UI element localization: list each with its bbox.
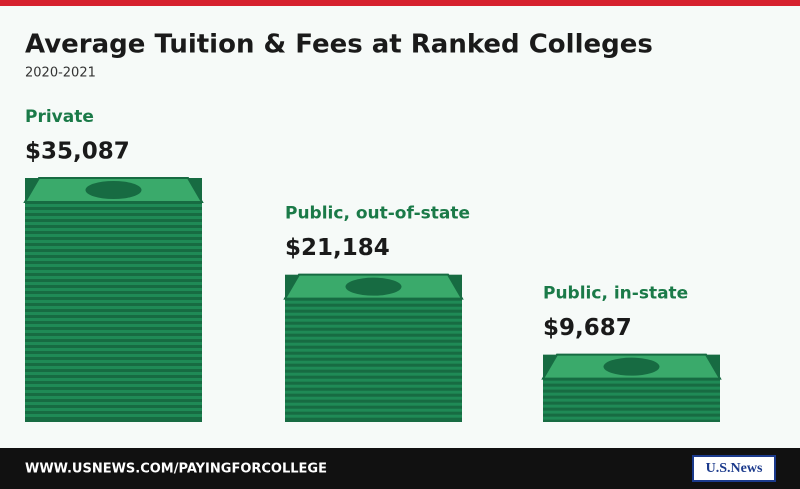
chart-subtitle: 2020-2021 [25,66,96,81]
chart-title: Average Tuition & Fees at Ranked College… [25,30,653,60]
stack-stripe [25,402,202,405]
stack-stripe [25,324,202,327]
stack-stripe [285,348,462,352]
stack-stripe [25,348,202,351]
bill-seal [603,357,660,376]
stack-stripe [285,360,462,364]
stack-stripe [25,372,202,375]
stack-stripe [25,282,202,285]
stack-stripe [543,416,720,420]
stack-stripe [285,312,462,316]
stack-stripe [543,398,720,402]
stack-stripe [25,240,202,243]
stack-stripe [285,378,462,382]
stack-stripe [543,386,720,390]
logo-box [692,455,776,482]
stack-stripe [25,216,202,219]
stack-stripe [543,404,720,408]
stack-stripe [25,396,202,399]
stack-stripe [25,258,202,261]
stack-stripe [25,204,202,207]
stack-stripe [25,276,202,279]
value-label: $9,687 [543,315,632,341]
stack-stripe [543,410,720,414]
category-label: Public, out-of-state [285,204,470,224]
category-label: Private [25,107,94,127]
stack-stripe [25,294,202,297]
stack-stripe [285,366,462,370]
stack-stripe [543,380,720,384]
stack-stripe [285,372,462,376]
stack-stripe [285,396,462,400]
stack-stripe [25,384,202,387]
stack-stripe [25,330,202,333]
stack-stripe [285,336,462,340]
bill-seal [345,277,402,296]
stack-stripe [25,366,202,369]
stack-stripe [25,288,202,291]
stack-stripe [25,390,202,393]
stack-stripe [25,246,202,249]
stack-stripe [25,378,202,381]
category-label: Public, in-state [543,284,688,304]
stack-stripe [25,408,202,411]
stack-stripe [285,318,462,322]
stack-stripe [25,414,202,417]
stack-stripe [285,330,462,334]
value-label: $35,087 [25,139,130,165]
stack-stripe [25,318,202,321]
stack-stripe [25,264,202,267]
footer-url: WWW.USNEWS.COM/PAYINGFORCOLLEGE [25,462,327,477]
logo: U.S.News [706,461,763,476]
stack-stripe [25,336,202,339]
stack-stripe [25,222,202,225]
stack-stripe [285,414,462,418]
stack-stripe [285,306,462,310]
stack-stripe [25,300,202,303]
stack-stripe [285,390,462,394]
stack-stripe [285,402,462,406]
stack-stripe [25,354,202,357]
stack-stripe [25,252,202,255]
stack-stripe [285,408,462,412]
stack-stripe [25,342,202,345]
stack-stripe [25,306,202,309]
stack-stripe [285,342,462,346]
stack-stripe [285,300,462,304]
stack-stripe [25,360,202,363]
stack-stripe [25,210,202,213]
value-label: $21,184 [285,235,390,261]
stack-stripe [285,354,462,358]
stack-stripe [25,270,202,273]
stack-stripe [25,234,202,237]
footer-bar [0,448,800,489]
stack-stripe [285,384,462,388]
stack-stripe [25,312,202,315]
stack-stripe [285,324,462,328]
bill-seal [85,181,142,199]
stack-stripe [25,228,202,231]
top-bar [0,0,800,6]
stack-stripe [543,392,720,396]
